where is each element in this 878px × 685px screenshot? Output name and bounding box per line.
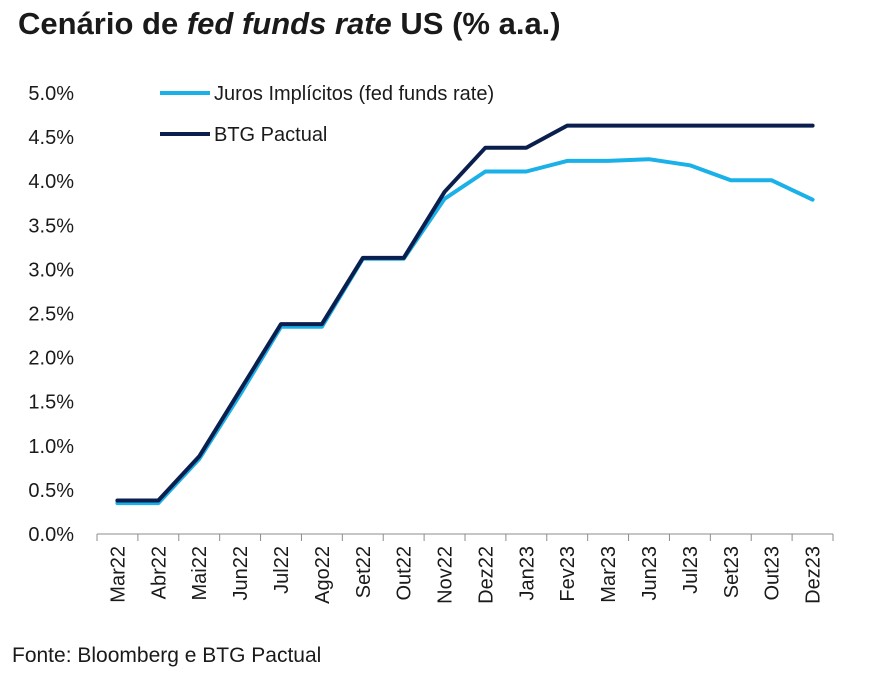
y-tick-label: 1.5% (28, 392, 74, 414)
x-tick-label: Jul22 (271, 546, 293, 594)
x-tick-label: Dez22 (475, 546, 497, 604)
series-line-btg-pactual (115, 123, 815, 503)
legend-label: BTG Pactual (214, 124, 327, 146)
x-tick-label: Mar23 (598, 546, 620, 603)
x-tick-label: Jul23 (680, 546, 702, 594)
chart-title: Cenário de fed funds rate US (% a.a.) (18, 6, 561, 42)
x-tick-label: Nov22 (435, 546, 457, 604)
x-tick-label: Fev23 (557, 546, 579, 602)
legend-label: Juros Implícitos (fed funds rate) (214, 83, 494, 105)
y-tick-label: 4.0% (28, 171, 74, 193)
x-tick-label: Jan23 (516, 546, 538, 601)
x-tick-label: Abr22 (148, 546, 170, 599)
y-tick-label: 3.5% (28, 215, 74, 237)
title-part-1: Cenário de (18, 6, 187, 41)
y-tick-label: 2.0% (28, 348, 74, 370)
y-tick-label: 0.5% (28, 480, 74, 502)
y-tick-label: 3.0% (28, 259, 74, 281)
x-tick-label: Out23 (762, 546, 784, 600)
title-part-2: fed funds rate (186, 6, 392, 41)
x-tick-label: Set23 (721, 546, 743, 598)
y-tick-label: 1.0% (28, 436, 74, 458)
y-tick-label: 2.5% (28, 304, 74, 326)
source-note: Fonte: Bloomberg e BTG Pactual (12, 644, 322, 667)
x-tick-label: Out22 (394, 546, 416, 600)
x-tick-label: Mai22 (189, 546, 211, 600)
series-line-juros-implicitos (115, 157, 815, 506)
x-tick-label: Jun23 (639, 546, 661, 601)
y-tick-label: 4.5% (28, 127, 74, 149)
title-part-3: US (% a.a.) (391, 6, 561, 41)
x-tick-label: Dez23 (803, 546, 825, 604)
line-chart: 0.0% 0.5% 1.0% 1.5% 2.0% 2.5% 3.0% 3.5% 4.0% 4.5%… (28, 83, 834, 604)
x-tick-label: Jun22 (230, 546, 252, 601)
y-tick-label: 0.0% (28, 524, 74, 546)
x-tick-label: Ago22 (312, 546, 334, 604)
y-tick-label: 5.0% (28, 83, 74, 105)
x-tick-label: Set22 (353, 546, 375, 598)
x-tick-label: Mar22 (107, 546, 129, 603)
